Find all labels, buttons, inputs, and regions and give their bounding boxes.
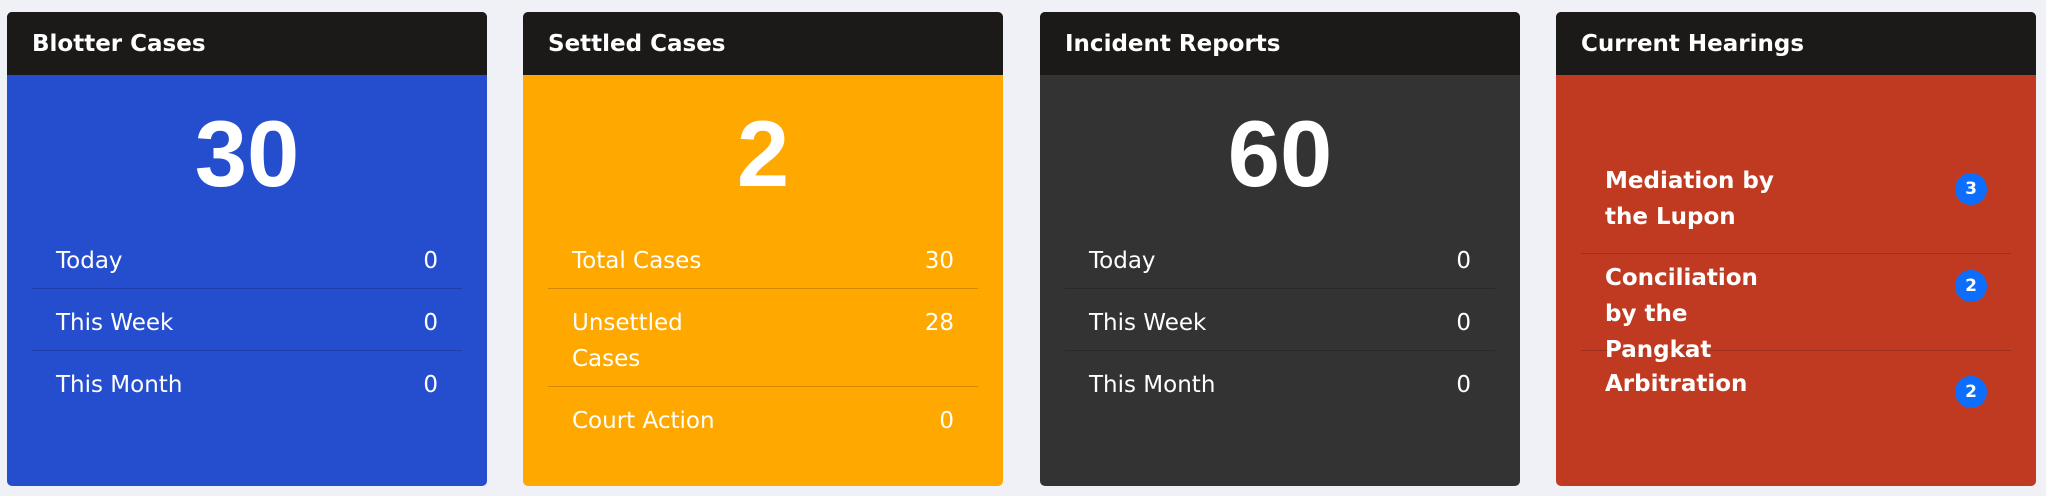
hearing-label: Arbitration xyxy=(1605,371,1748,397)
blotter-cases-card: Blotter Cases 30 Today 0 This Week 0 Thi… xyxy=(7,12,487,486)
settled-cases-card: Settled Cases 2 Total Cases 30 Unsettled… xyxy=(523,12,1003,486)
stat-label: This Week xyxy=(56,310,174,336)
stat-value: 0 xyxy=(1456,310,1471,336)
stat-label: This Week xyxy=(1089,310,1207,336)
card-body: 2 Total Cases 30 Unsettled Cases 28 Cour… xyxy=(523,75,1003,486)
card-title: Settled Cases xyxy=(523,12,1003,75)
stat-value: 0 xyxy=(1456,372,1471,398)
card-body: 60 Today 0 This Week 0 This Month 0 xyxy=(1040,75,1520,486)
stat-row-total-cases: Total Cases 30 xyxy=(548,227,978,289)
stat-label: Today xyxy=(1089,248,1156,274)
hearing-label: Mediation by the Lupon xyxy=(1605,168,1774,230)
stat-label: Unsettled Cases xyxy=(572,310,683,372)
count-badge: 2 xyxy=(1955,270,1987,302)
stat-value: 0 xyxy=(423,248,438,274)
stat-label: This Month xyxy=(56,372,183,398)
card-body: 30 Today 0 This Week 0 This Month 0 xyxy=(7,75,487,486)
stat-row-this-week: This Week 0 xyxy=(1065,289,1495,351)
stat-value: 0 xyxy=(939,408,954,434)
stat-row-this-month: This Month 0 xyxy=(32,351,462,413)
hearings-list: Mediation by the Lupon 3 Conciliation by… xyxy=(1581,75,2011,411)
hearing-label: Conciliation by the Pangkat xyxy=(1605,265,1758,363)
current-hearings-card: Current Hearings Mediation by the Lupon … xyxy=(1556,12,2036,486)
settled-total-count: 2 xyxy=(736,101,790,206)
stat-label: Total Cases xyxy=(572,248,702,274)
stat-row-unsettled-cases: Unsettled Cases 28 xyxy=(548,289,978,387)
stat-label: Today xyxy=(56,248,123,274)
card-title: Blotter Cases xyxy=(7,12,487,75)
stat-label: Court Action xyxy=(572,408,715,434)
stat-row-this-month: This Month 0 xyxy=(1065,351,1495,413)
card-body: Mediation by the Lupon 3 Conciliation by… xyxy=(1556,75,2036,486)
stat-label: This Month xyxy=(1089,372,1216,398)
incident-total-count: 60 xyxy=(1227,101,1333,206)
incident-reports-card: Incident Reports 60 Today 0 This Week 0 … xyxy=(1040,12,1520,486)
blotter-total-count: 30 xyxy=(194,101,300,206)
stat-value: 0 xyxy=(423,310,438,336)
stat-value: 0 xyxy=(423,372,438,398)
stat-row-this-week: This Week 0 xyxy=(32,289,462,351)
stat-row-today: Today 0 xyxy=(1065,227,1495,289)
card-title: Current Hearings xyxy=(1556,12,2036,75)
stat-value: 0 xyxy=(1456,248,1471,274)
stat-row-court-action: Court Action 0 xyxy=(548,387,978,449)
count-badge: 2 xyxy=(1955,376,1987,408)
stat-value: 28 xyxy=(924,310,954,336)
hearing-row-arbitration[interactable]: Arbitration 2 xyxy=(1581,351,2011,411)
stat-value: 30 xyxy=(924,248,954,274)
stat-row-today: Today 0 xyxy=(32,227,462,289)
count-badge: 3 xyxy=(1955,173,1987,205)
card-title: Incident Reports xyxy=(1040,12,1520,75)
hearing-row-mediation[interactable]: Mediation by the Lupon 3 xyxy=(1581,157,2011,254)
hearing-row-conciliation[interactable]: Conciliation by the Pangkat 2 xyxy=(1581,254,2011,363)
